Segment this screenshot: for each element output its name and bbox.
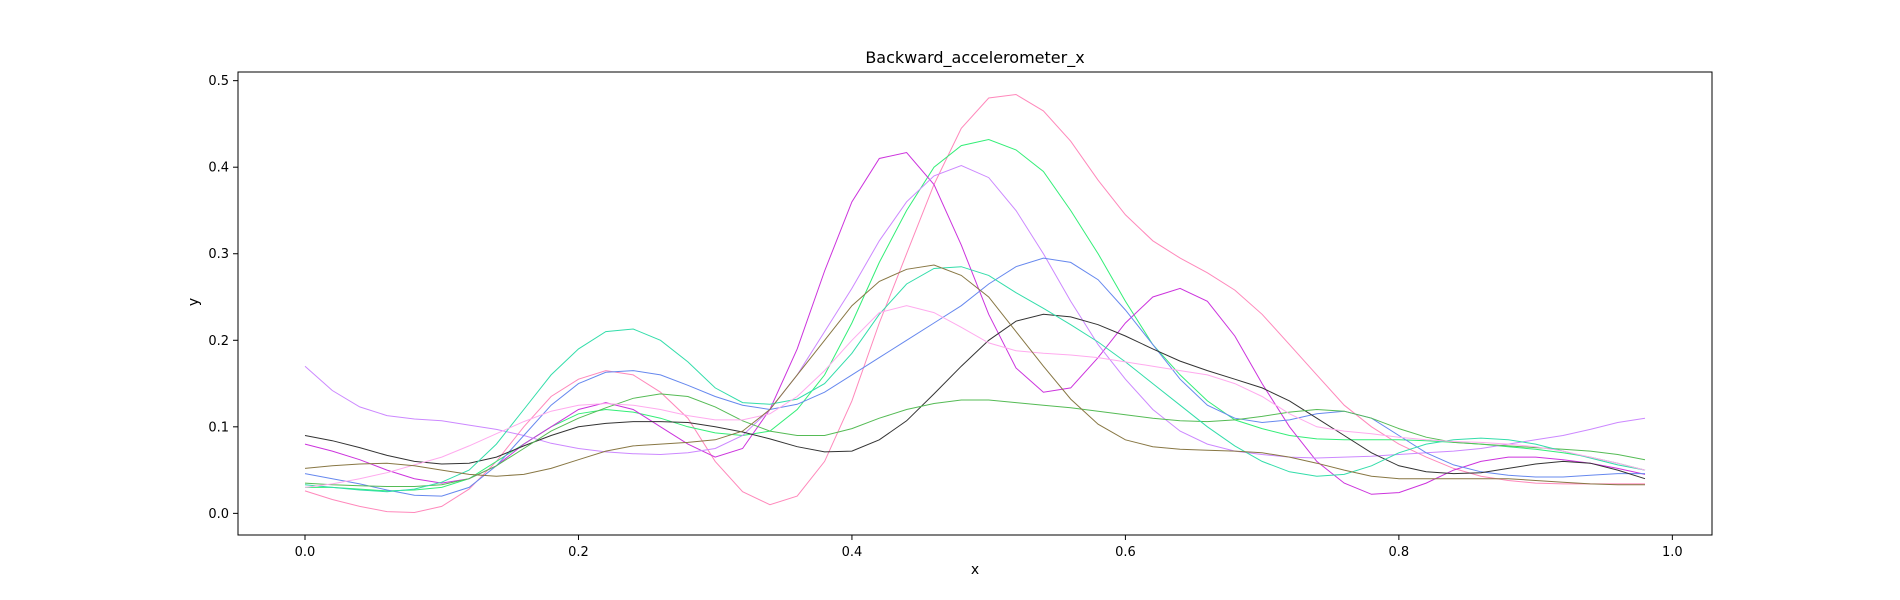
y-tick-label: 0.4 bbox=[208, 161, 229, 176]
series-line-9 bbox=[304, 305, 1646, 488]
series-line-6 bbox=[304, 313, 1646, 480]
x-tick-label: 1.0 bbox=[1662, 545, 1683, 560]
x-tick-label: 0.8 bbox=[1389, 545, 1410, 560]
x-tick-label: 0.4 bbox=[842, 545, 863, 560]
series-line-8 bbox=[304, 266, 1646, 493]
y-tick-label: 0.1 bbox=[208, 420, 229, 435]
y-tick-label: 0.3 bbox=[208, 247, 229, 262]
x-axis-ticks: 0.0 0.2 0.4 0.6 0.8 1.0 bbox=[295, 535, 1683, 560]
y-tick-label: 0.0 bbox=[208, 507, 229, 522]
y-axis-label: y bbox=[186, 298, 202, 306]
plot-frame bbox=[237, 71, 1713, 536]
series-line-1 bbox=[304, 93, 1645, 514]
series-line-3 bbox=[304, 151, 1646, 495]
series-line-7 bbox=[304, 393, 1646, 487]
chart-title: Backward_accelerometer_x bbox=[865, 48, 1084, 68]
y-tick-label: 0.2 bbox=[208, 334, 229, 349]
series-layer bbox=[304, 93, 1646, 514]
series-line-5 bbox=[304, 257, 1645, 497]
x-tick-label: 0.6 bbox=[1115, 545, 1136, 560]
series-line-10 bbox=[304, 264, 1645, 486]
y-tick-label: 0.5 bbox=[208, 74, 229, 89]
series-line-4 bbox=[304, 164, 1646, 459]
x-axis-label: x bbox=[971, 562, 979, 578]
x-tick-label: 0.2 bbox=[568, 545, 589, 560]
x-tick-label: 0.0 bbox=[295, 545, 316, 560]
y-axis-ticks: 0.0 0.1 0.2 0.3 0.4 0.5 bbox=[208, 74, 238, 522]
